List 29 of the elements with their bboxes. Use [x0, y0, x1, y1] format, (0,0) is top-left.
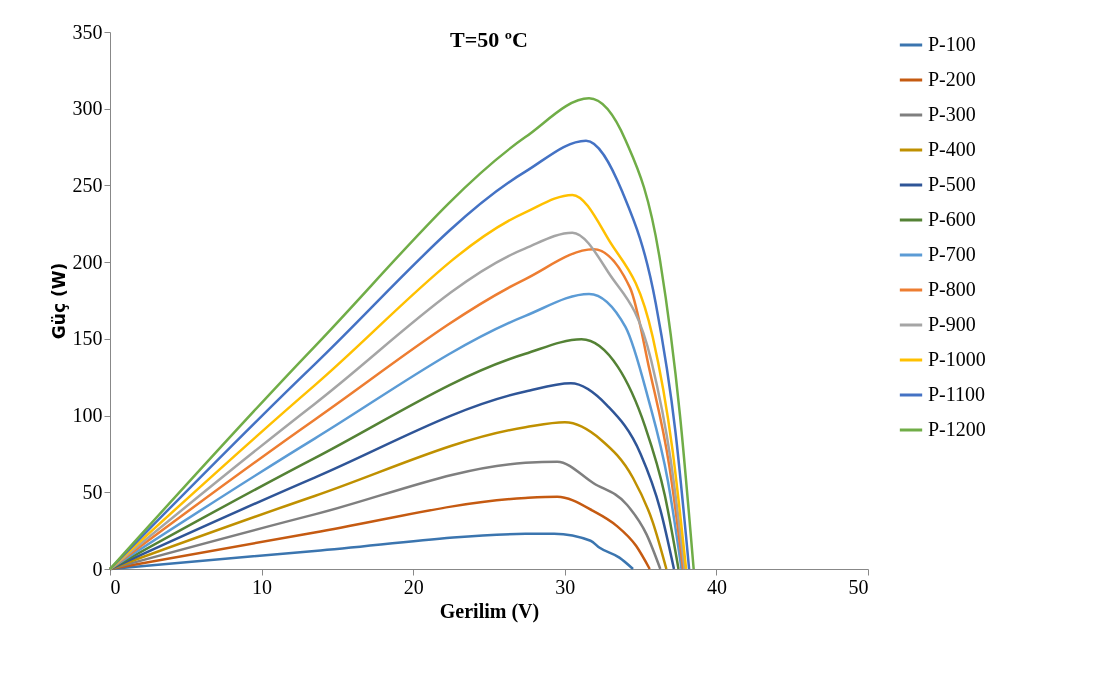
- y-tick-label: 200: [72, 250, 103, 273]
- y-axis-title: Güç (W): [48, 262, 69, 340]
- x-tick-label: 20: [403, 575, 424, 598]
- y-tick-label: 0: [92, 557, 103, 580]
- x-tick-label: 10: [252, 575, 273, 598]
- y-tick-label: 100: [72, 404, 103, 427]
- legend-label: P-200: [928, 68, 976, 90]
- legend-label: P-400: [928, 138, 976, 160]
- legend-label: P-700: [928, 243, 976, 265]
- x-axis-title: Gerilim (V): [439, 599, 540, 623]
- legend-label: P-1000: [928, 348, 986, 370]
- y-tick-label: 300: [72, 97, 103, 120]
- legend-label: P-800: [928, 278, 976, 300]
- legend-label: P-1100: [928, 383, 986, 405]
- x-tick-label: 30: [555, 575, 576, 598]
- y-tick-label: 350: [72, 20, 103, 43]
- legend-label: P-500: [928, 173, 976, 195]
- legend-label: P-100: [928, 33, 976, 55]
- legend-label: P-900: [928, 313, 976, 335]
- legend-label: P-1200: [928, 418, 986, 440]
- legend-label: P-600: [928, 208, 976, 230]
- chart-title: T=50 ºC: [450, 27, 528, 52]
- y-tick-label: 150: [72, 327, 103, 350]
- x-tick-label: 40: [706, 575, 727, 598]
- x-tick-label: 0: [110, 575, 121, 598]
- x-tick-label: 50: [848, 575, 869, 598]
- y-tick-label: 50: [82, 480, 103, 503]
- y-tick-label: 250: [72, 173, 103, 196]
- legend-label: P-300: [928, 103, 976, 125]
